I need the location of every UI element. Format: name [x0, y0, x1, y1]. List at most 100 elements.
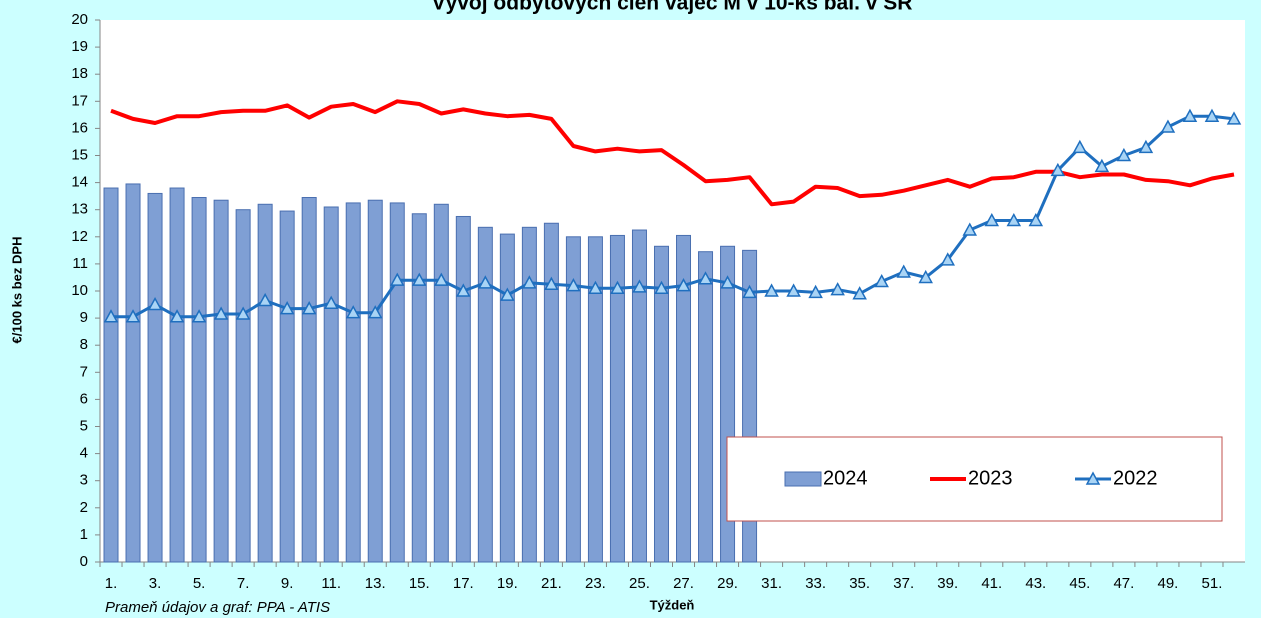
- marker: [522, 275, 537, 289]
- bar: [191, 197, 207, 563]
- x-tick-label: 37.: [893, 575, 914, 592]
- x-tick-label: 51.: [1202, 575, 1223, 592]
- bar: [345, 202, 361, 563]
- marker: [742, 284, 757, 299]
- x-tick-label: 15.: [409, 575, 430, 592]
- x-tick-label: 7.: [237, 575, 250, 592]
- marker: [588, 280, 603, 295]
- x-tick-label: 11.: [321, 575, 341, 592]
- marker: [1204, 108, 1220, 122]
- x-tick-label: 19.: [497, 575, 518, 592]
- marker: [1226, 111, 1242, 125]
- bar: [499, 233, 515, 563]
- marker: [654, 280, 669, 295]
- bar: [411, 213, 427, 563]
- bar: [367, 199, 383, 563]
- x-tick-label: 33.: [805, 575, 826, 592]
- marker: [1006, 212, 1022, 227]
- legend-marker: [1085, 471, 1101, 485]
- marker: [1050, 162, 1066, 177]
- line-2023: [110, 99, 1235, 207]
- y-tick-label: 8: [80, 336, 88, 353]
- bar: [213, 199, 229, 563]
- source-note: Prameň údajov a graf: PPA - ATIS: [105, 599, 330, 616]
- marker: [323, 295, 339, 309]
- y-tick-label: 0: [80, 553, 88, 570]
- bar: [257, 203, 273, 563]
- marker: [610, 280, 625, 295]
- marker: [125, 309, 141, 323]
- x-tick-label: 43.: [1025, 575, 1046, 592]
- y-tick-label: 7: [80, 363, 88, 380]
- legend-label: 2024: [823, 467, 868, 489]
- marker: [389, 272, 405, 286]
- bar: [279, 210, 295, 563]
- marker: [213, 306, 229, 320]
- marker: [874, 273, 889, 288]
- bar: [235, 209, 251, 563]
- bar: [653, 245, 669, 563]
- marker: [1160, 119, 1176, 133]
- x-tick-label: 27.: [673, 575, 694, 592]
- marker: [566, 278, 581, 292]
- bar: [433, 203, 449, 563]
- y-tick-label: 16: [71, 119, 88, 136]
- x-tick-label: 17.: [453, 575, 474, 592]
- y-tick-label: 2: [80, 499, 88, 516]
- y-tick-label: 19: [71, 38, 88, 55]
- marker: [1094, 158, 1110, 173]
- marker: [852, 286, 867, 300]
- marker: [1138, 139, 1154, 154]
- marker: [830, 282, 845, 296]
- y-tick-label: 10: [71, 282, 88, 299]
- x-tick-label: 45.: [1069, 575, 1090, 592]
- marker: [412, 272, 427, 286]
- marker: [984, 212, 1000, 227]
- bar: [169, 187, 185, 563]
- marker: [500, 287, 515, 301]
- x-tick-label: 23.: [585, 575, 606, 592]
- bar: [676, 234, 692, 563]
- chart-title: Vývoj odbytových cien vajec M v 10-ks ba…: [432, 0, 913, 15]
- marker: [1182, 108, 1198, 122]
- y-tick-label: 9: [80, 309, 88, 326]
- y-tick-label: 12: [71, 228, 88, 245]
- y-tick-label: 5: [80, 417, 88, 434]
- x-tick-label: 1.: [105, 575, 118, 592]
- marker: [764, 283, 779, 297]
- bar: [103, 187, 119, 563]
- marker: [257, 292, 273, 307]
- legend-label: 2022: [1113, 467, 1158, 489]
- bar: [323, 206, 339, 563]
- bar: [543, 222, 559, 563]
- marker: [676, 278, 691, 292]
- marker: [345, 305, 361, 319]
- marker: [191, 309, 207, 323]
- marker: [786, 283, 801, 297]
- marker: [478, 275, 493, 289]
- marker: [632, 279, 647, 293]
- marker: [1116, 147, 1132, 162]
- y-tick-label: 18: [71, 65, 88, 82]
- x-tick-label: 3.: [149, 575, 162, 592]
- marker: [169, 309, 185, 323]
- marker: [367, 305, 383, 319]
- bar: [587, 236, 603, 563]
- bar: [521, 226, 537, 563]
- x-tick-label: 13.: [365, 575, 386, 592]
- marker: [1028, 212, 1044, 227]
- marker: [434, 272, 449, 286]
- x-tick-label: 5.: [193, 575, 206, 592]
- bar: [389, 202, 405, 563]
- marker: [698, 271, 713, 285]
- marker: [918, 269, 933, 284]
- x-tick-label: 49.: [1158, 575, 1179, 592]
- y-tick-label: 6: [80, 390, 88, 407]
- bar: [477, 226, 493, 563]
- marker: [896, 264, 911, 278]
- marker: [1072, 139, 1088, 154]
- marker: [544, 276, 559, 290]
- x-axis-label: Týždeň: [650, 597, 695, 612]
- legend-label: 2023: [968, 467, 1013, 489]
